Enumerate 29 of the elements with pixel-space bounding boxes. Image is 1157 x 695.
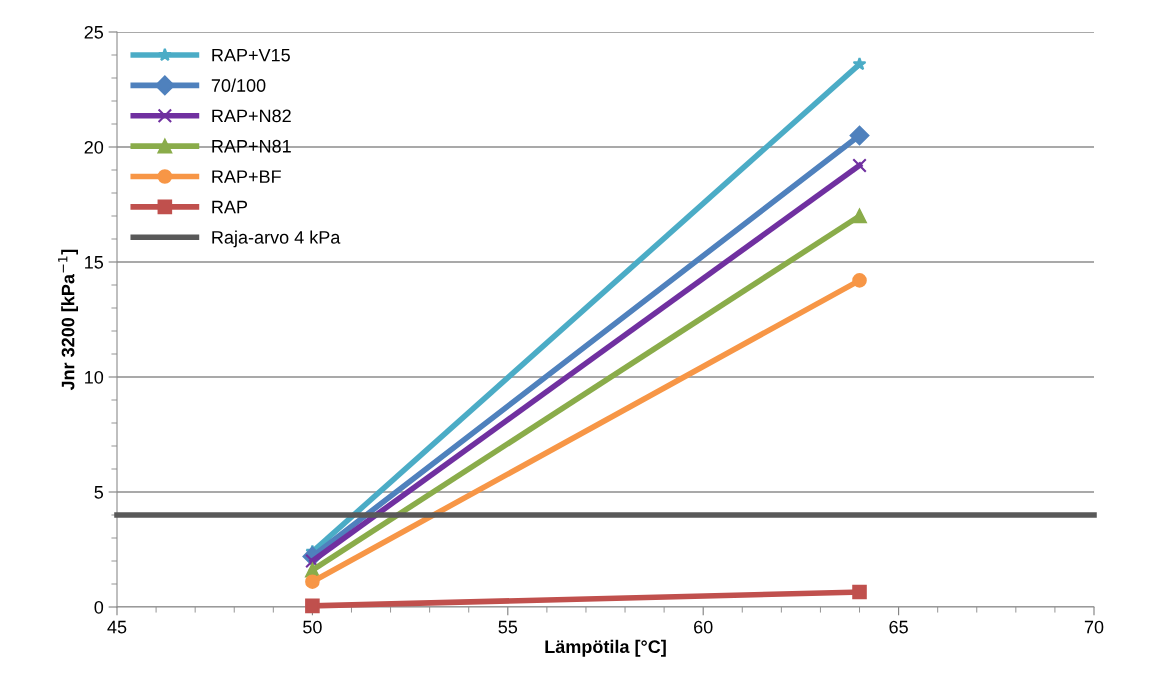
x-axis-title: Lämpötila [°C]	[545, 639, 666, 657]
legend-label: RAP+BF	[212, 170, 281, 183]
point	[852, 584, 867, 600]
y-axis-title: Jnr 3200 [kPa$^{−1}$]	[58, 249, 78, 391]
y-tick-label: 10	[85, 370, 104, 384]
point	[305, 598, 320, 614]
y-tick-label: 25	[84, 25, 104, 39]
legend-label: RAP+V15	[212, 48, 290, 62]
legend-label: RAP+N81	[212, 139, 291, 153]
point	[849, 125, 870, 146]
point	[852, 158, 867, 173]
y-tick-label: 0	[94, 600, 104, 614]
point	[852, 208, 867, 224]
x-tick-label: 70	[1084, 620, 1104, 634]
x-tick-label: 60	[694, 620, 713, 634]
x-tick-label: 45	[107, 620, 127, 634]
point	[852, 273, 867, 288]
y-tick-label: 15	[85, 256, 104, 269]
legend-label: RAP	[212, 200, 248, 214]
y-tick-label: 20	[84, 140, 104, 154]
y-tick-label: 5	[94, 486, 104, 499]
x-tick-label: 65	[889, 620, 908, 634]
x-tick-label: 50	[303, 620, 322, 634]
point	[305, 574, 320, 589]
x-tick-label: 55	[498, 620, 518, 634]
legend-label: 70/100	[211, 78, 266, 92]
point	[852, 56, 867, 71]
legend-label: Raja-arvo 4 kPa	[212, 230, 341, 248]
legend-label: RAP+N82	[212, 109, 291, 123]
